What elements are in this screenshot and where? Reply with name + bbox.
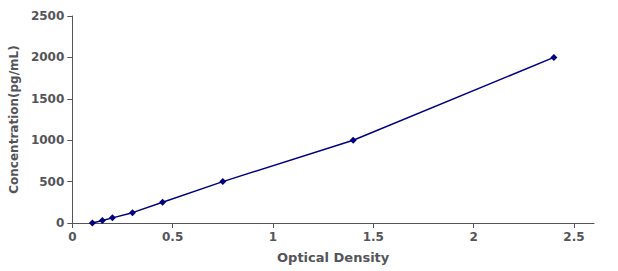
svg-text:2: 2: [469, 230, 477, 244]
svg-text:2500: 2500: [31, 9, 64, 23]
svg-text:2000: 2000: [31, 50, 64, 64]
svg-text:1.5: 1.5: [363, 230, 384, 244]
svg-text:0.5: 0.5: [162, 230, 183, 244]
svg-text:Optical Density: Optical Density: [277, 250, 390, 265]
svg-text:Concentration(pg/mL): Concentration(pg/mL): [7, 45, 21, 193]
svg-text:2.5: 2.5: [563, 230, 584, 244]
svg-text:0: 0: [56, 216, 64, 230]
svg-text:1000: 1000: [31, 133, 64, 147]
svg-text:1500: 1500: [31, 92, 64, 106]
svg-text:0: 0: [68, 230, 76, 244]
svg-text:500: 500: [39, 175, 64, 189]
svg-text:1: 1: [269, 230, 277, 244]
